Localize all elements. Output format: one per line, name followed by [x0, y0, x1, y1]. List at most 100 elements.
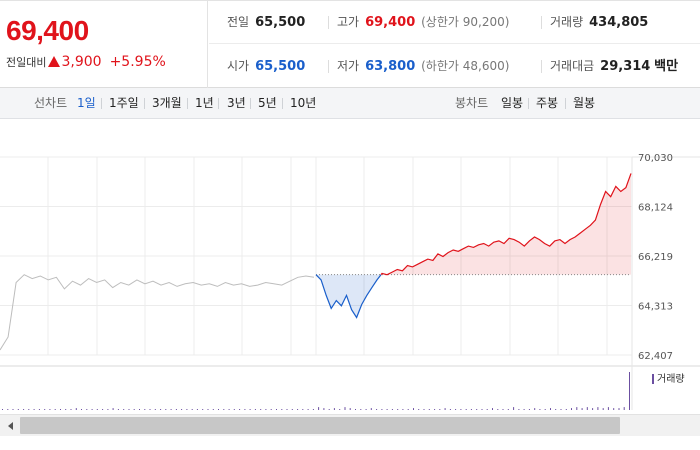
current-price: 69,400 — [6, 15, 89, 46]
volume-bar — [497, 409, 499, 410]
volume-bar — [228, 409, 230, 410]
high-price: 고가 69,400 (상한가 90,200) — [327, 1, 510, 44]
upper-limit: (상한가 90,200) — [421, 15, 510, 29]
volume-bar — [571, 408, 572, 410]
quote-row-1: 전일 65,500 고가 69,400 (상한가 90,200) 거래량 434,80… — [209, 1, 700, 44]
candle-chart-label: 봉차트 — [455, 96, 489, 110]
volume-bar — [312, 409, 314, 410]
volume-bar — [33, 409, 35, 410]
volume-bar — [123, 409, 125, 410]
volume-bar — [376, 409, 378, 410]
high-label: 고가 — [337, 15, 360, 29]
volume-bar — [576, 407, 578, 410]
y-tick-label: 62,407 — [638, 351, 673, 362]
volume-bar — [223, 409, 225, 410]
volume-bar — [265, 409, 267, 410]
quote-row-2: 시가 65,500 저가 63,800 (하한가 48,600) 거래대금 29,31… — [209, 45, 700, 88]
period-1y[interactable]: 1년 — [195, 96, 214, 110]
volume: 거래량 434,805 — [540, 1, 649, 44]
period-1w[interactable]: 1주일 — [109, 96, 139, 110]
period-3m[interactable]: 3개월 — [152, 96, 182, 110]
volume-bar — [218, 409, 219, 410]
low-label: 저가 — [337, 59, 360, 73]
high-value: 69,400 — [365, 15, 416, 30]
scroll-thumb[interactable] — [20, 417, 620, 434]
scroll-left-arrow-icon[interactable] — [0, 415, 20, 436]
toolbar-divider — [101, 98, 102, 109]
volume-bar — [507, 409, 509, 410]
volume-bar — [170, 409, 172, 410]
chart-areas — [316, 173, 631, 318]
volume-bar — [96, 409, 98, 410]
volume-bar — [249, 409, 251, 410]
prev-day-line — [0, 274, 315, 351]
period-toolbar: 선차트 1일 1주일 3개월 1년 3년 5년 10년 봉차트 일봉 주봉 월봉 — [0, 88, 700, 119]
volume-bar — [54, 409, 56, 410]
down-line — [315, 274, 382, 319]
volume-bar — [239, 409, 241, 410]
toolbar-divider — [565, 98, 566, 109]
volume-bar — [291, 409, 293, 410]
volume-value: 434,805 — [589, 15, 649, 30]
trade-amount: 거래대금 29,314 백만 — [540, 45, 679, 88]
volume-bar — [560, 409, 562, 410]
toolbar-divider — [282, 98, 283, 109]
y-tick-label: 64,313 — [638, 301, 673, 312]
volume-bar — [407, 409, 409, 410]
volume-bar — [302, 409, 304, 410]
toolbar-divider — [218, 98, 219, 109]
toolbar-divider — [250, 98, 251, 109]
chart-scrollbar[interactable] — [0, 414, 700, 436]
volume-bar — [339, 409, 341, 410]
volume-bar — [465, 409, 467, 410]
volume-bar — [254, 409, 256, 410]
volume-bar — [297, 409, 299, 410]
volume-bar — [191, 409, 193, 410]
change-label: 전일대비 — [6, 56, 47, 69]
volume-bar — [534, 408, 536, 410]
chart-grid — [0, 156, 700, 410]
volume-bar — [528, 409, 530, 410]
volume-bar — [592, 408, 594, 410]
period-5y[interactable]: 5년 — [258, 96, 277, 110]
volume-bar — [202, 409, 204, 410]
volume-bar — [133, 409, 135, 410]
volume-bar — [165, 409, 167, 410]
y-tick-label: 70,030 — [638, 153, 673, 164]
up-area — [381, 173, 631, 275]
volume-bar — [160, 409, 162, 410]
candle-daily[interactable]: 일봉 — [501, 96, 524, 110]
candle-weekly[interactable]: 주봉 — [536, 96, 559, 110]
volume-bar — [286, 409, 288, 410]
volume-bar — [481, 409, 483, 410]
volume-bar — [349, 408, 351, 410]
volume-bar — [244, 409, 246, 410]
candle-monthly[interactable]: 월봉 — [573, 96, 596, 110]
volume-bar — [260, 409, 262, 410]
period-10y[interactable]: 10년 — [290, 96, 317, 110]
volume-bar — [629, 372, 630, 410]
volume-bar — [344, 407, 346, 410]
quote-summary: 69,400 전일대비 3,900 +5.95% 전일 65,500 고가 69,400… — [0, 0, 700, 88]
volume-bar — [602, 408, 604, 410]
volume-bar — [207, 409, 209, 410]
period-1d[interactable]: 1일 — [77, 96, 96, 110]
volume-bar — [75, 408, 77, 410]
toolbar-divider — [528, 98, 529, 109]
volume-legend-label: 거래량 — [657, 373, 685, 385]
volume-bar — [518, 409, 520, 410]
volume-bar — [581, 408, 583, 410]
volume-bar — [91, 409, 93, 410]
price-chart[interactable]: 70,030 68,124 66,219 64,313 62,407 거래량 — [0, 120, 700, 414]
volume-bar — [65, 409, 67, 410]
low-price: 저가 63,800 (하한가 48,600) — [327, 45, 509, 88]
volume-bar — [513, 407, 515, 410]
period-3y[interactable]: 3년 — [227, 96, 246, 110]
volume-bar — [139, 409, 140, 410]
volume-bar — [618, 408, 620, 410]
trade-amount-unit: 백만 — [654, 59, 679, 74]
volume-bar — [149, 409, 151, 410]
change-line: 전일대비 3,900 +5.95% — [6, 54, 166, 70]
price-box: 69,400 전일대비 3,900 +5.95% — [0, 1, 208, 88]
volume-bar — [597, 407, 599, 410]
